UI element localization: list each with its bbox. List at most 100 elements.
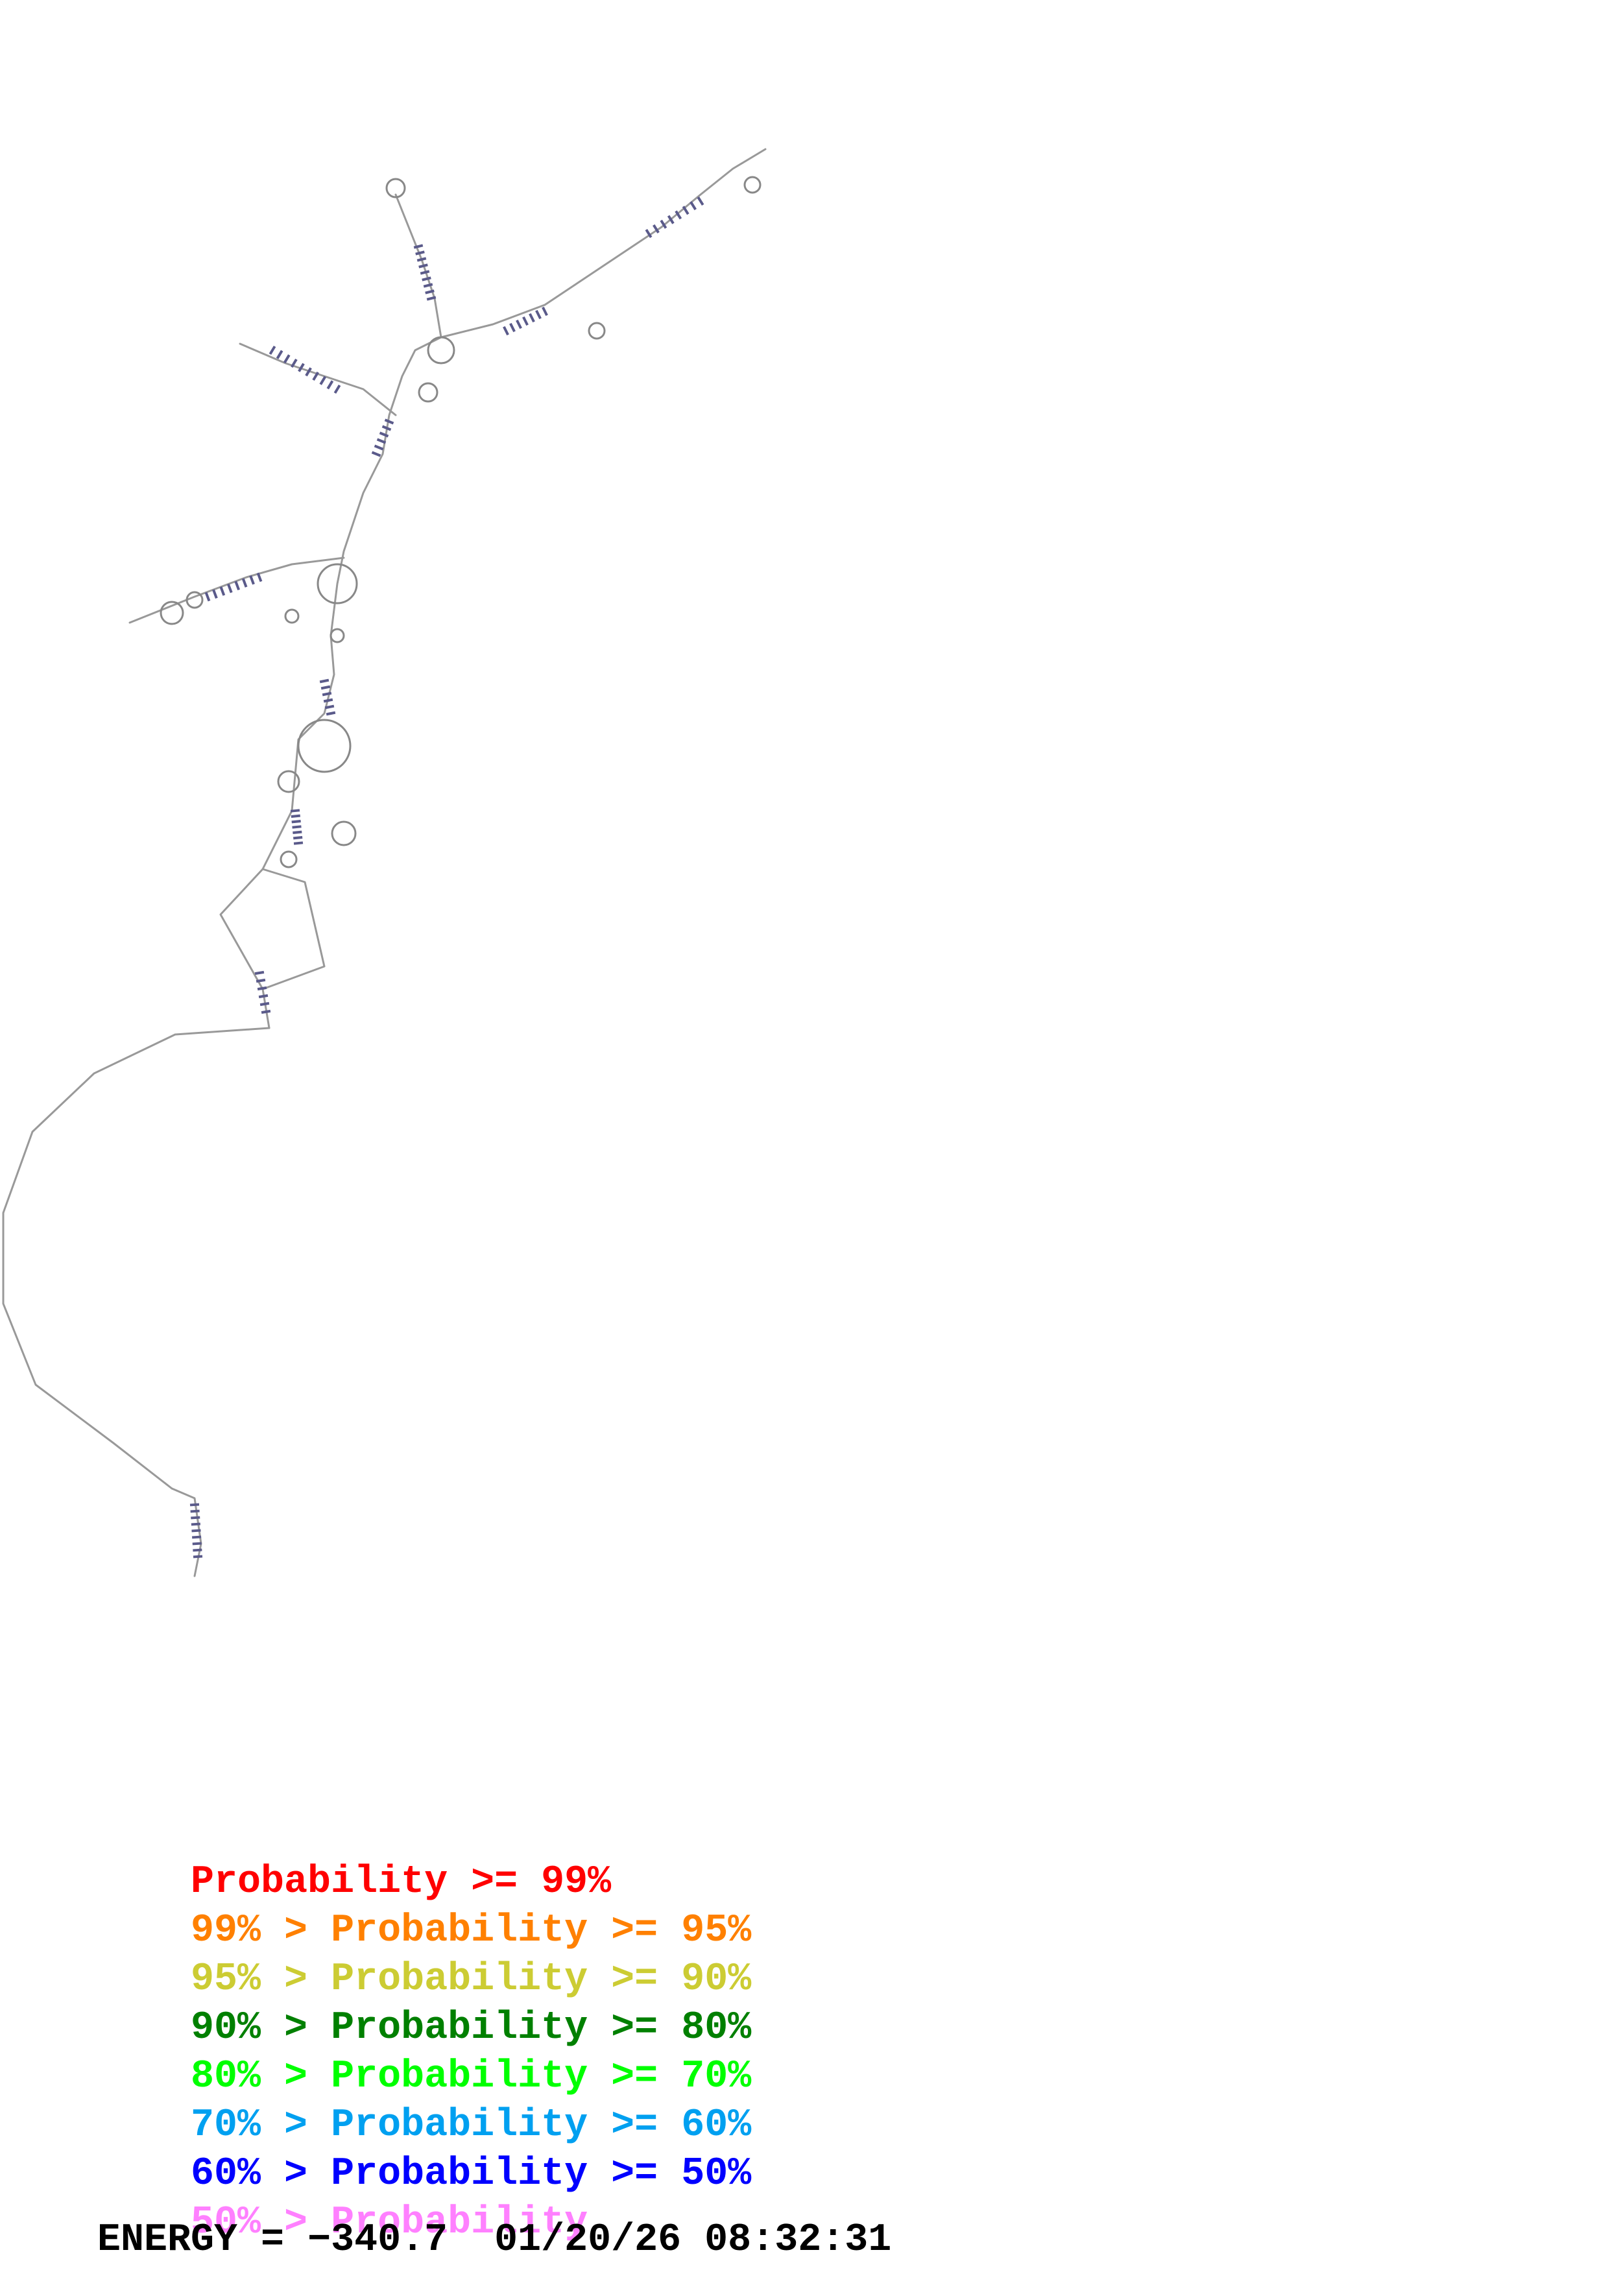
base-pair (291, 819, 301, 824)
base-pair (667, 215, 675, 224)
legend-row-7: 60% > Probability >= 50% (97, 2101, 751, 2196)
multiloop (427, 336, 455, 365)
base-pair (522, 316, 529, 326)
legend-prefix: 80% > (191, 2055, 331, 2099)
base-pair (322, 691, 332, 697)
base-pair (191, 1522, 200, 1526)
rna-structure-diagram (2, 148, 767, 1577)
hairpin-loop (160, 601, 184, 625)
probability-legend: Probability >= 99% 99% > Probability >= … (97, 1810, 752, 2245)
timestamp: 01/20/26 08:32:31 (494, 2218, 892, 2262)
base-pair (290, 809, 300, 813)
base-pair (415, 250, 425, 256)
base-pair (690, 201, 697, 211)
base-pair (542, 306, 548, 317)
legend-label: Probability (331, 2152, 588, 2196)
legend-prefix: 90% > (191, 2006, 331, 2050)
base-pair (413, 244, 424, 249)
base-pair (675, 210, 682, 220)
base-pair (291, 358, 298, 368)
base-pair (423, 283, 433, 288)
base-pair (293, 830, 302, 835)
base-pair (379, 431, 389, 438)
base-pair (293, 835, 303, 840)
base-pair (254, 970, 265, 975)
hairpin-loop (385, 178, 406, 198)
legend-suffix: >= 99% (471, 1860, 612, 1904)
helix (254, 970, 271, 1014)
legend-label: Probability (331, 2055, 588, 2099)
rna-loops (160, 176, 762, 868)
legend-prefix: 70% > (191, 2103, 331, 2147)
helix (413, 244, 437, 301)
hairpin-loop (331, 820, 357, 846)
hairpin-loop (743, 176, 762, 194)
base-pair (257, 986, 267, 991)
helix (319, 678, 336, 716)
energy-footer: ENERGY = −340.7 01/20/26 08:32:31 (97, 2218, 891, 2262)
rna-backbone (2, 148, 767, 1577)
base-pair (256, 978, 266, 983)
legend-label: Probability (191, 1860, 448, 1904)
hairpin-loop (330, 628, 345, 643)
helix (645, 197, 704, 238)
base-pair (324, 704, 335, 710)
single-strand-tail (2, 1027, 270, 1490)
legend-prefix: 95% > (191, 1957, 331, 2002)
hairpin-loop (418, 382, 438, 403)
hairpin-loop (284, 608, 300, 624)
legend-label: Probability (331, 1909, 588, 1953)
base-pair (535, 309, 542, 320)
base-pair (645, 229, 653, 238)
base-pair (529, 313, 535, 323)
base-pair (381, 425, 392, 431)
legend-prefix: 60% > (191, 2152, 331, 2196)
legend-row-4: 90% > Probability >= 80% (97, 1955, 751, 2050)
base-pair (219, 586, 226, 596)
hairpin-loop (317, 563, 358, 604)
open-multiloop (219, 868, 326, 1029)
base-pair (418, 263, 428, 269)
base-pair (269, 345, 276, 355)
base-pair (509, 322, 516, 333)
base-pair (697, 197, 704, 206)
base-pair (190, 1509, 200, 1513)
legend-row-6: 70% > Probability >= 60% (97, 2053, 751, 2147)
base-pair (420, 270, 430, 275)
base-pair (384, 418, 394, 425)
legend-prefix: 50% > (191, 2201, 331, 2245)
rna-base-pairs (189, 197, 704, 1559)
base-pair (653, 224, 660, 233)
hairpin-loop (186, 591, 204, 609)
base-pair (660, 219, 667, 229)
left-upper-branch (239, 342, 397, 416)
legend-suffix: >= 70% (611, 2055, 752, 2099)
base-pair (305, 367, 312, 377)
helix (204, 572, 263, 602)
base-pair (682, 206, 690, 215)
energy-value: −340.7 (307, 2218, 448, 2262)
base-pair (249, 575, 255, 585)
multiloop (297, 719, 352, 773)
base-pair (283, 354, 291, 364)
energy-label: ENERGY = (97, 2218, 285, 2262)
hairpin-loop (277, 770, 300, 793)
legend-row-2: 99% > Probability >= 95% (97, 1858, 751, 1953)
base-pair (292, 825, 302, 829)
helix (290, 809, 304, 845)
base-pair (212, 589, 218, 599)
base-pair (503, 326, 509, 336)
legend-row-3: 95% > Probability >= 90% (97, 1907, 751, 2002)
right-branch (440, 148, 767, 339)
left-mid-branch (128, 556, 345, 624)
hairpin-loop (280, 850, 298, 868)
hairpin-loop (588, 322, 606, 340)
upper-branch (394, 193, 442, 339)
main-trunk (261, 336, 442, 870)
base-pair (291, 814, 300, 819)
helix (189, 1503, 203, 1559)
helix (269, 345, 341, 394)
legend-label: Probability (331, 2103, 588, 2147)
base-pair (192, 1535, 202, 1539)
base-pair (276, 350, 283, 359)
